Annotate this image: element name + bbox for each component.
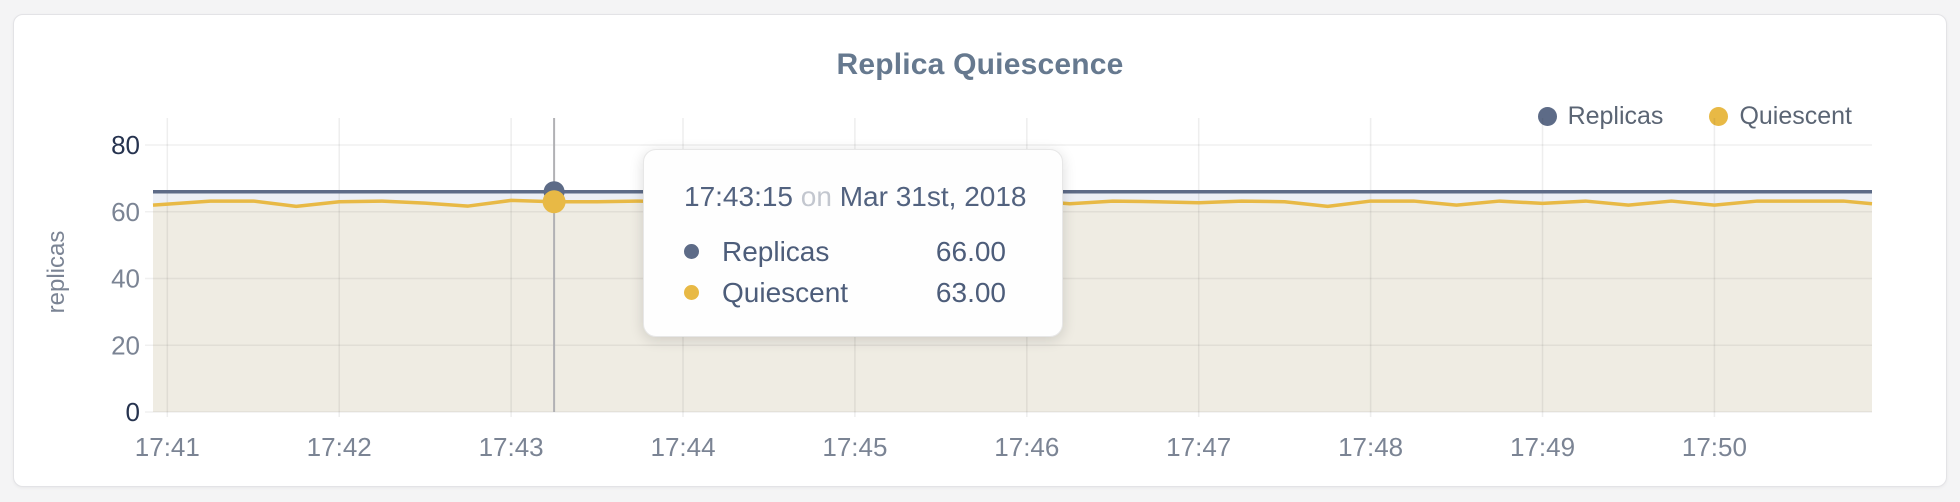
tooltip-date: Mar 31st, 2018 (839, 181, 1027, 212)
x-tick-label: 17:48 (1338, 432, 1403, 462)
replicas-dot-icon (684, 244, 699, 259)
replicas-legend-dot-icon (1537, 106, 1557, 126)
x-tick-label: 17:43 (479, 432, 544, 462)
x-tick-label: 17:47 (1166, 432, 1231, 462)
y-tick-label: 60 (111, 197, 140, 227)
y-tick-label: 80 (111, 130, 140, 160)
hover-marker-quiescent (542, 190, 566, 214)
x-tick-label: 17:42 (307, 432, 372, 462)
y-tick-label: 20 (111, 330, 140, 360)
quiescent-legend-dot-icon (1709, 106, 1729, 126)
hover-tooltip: 17:43:15 on Mar 31st, 2018 Replicas 66.0… (643, 149, 1063, 337)
tooltip-row-label: Replicas (722, 235, 830, 267)
tooltip-row-label: Quiescent (722, 276, 849, 308)
tooltip-row-value: 63.00 (935, 276, 1006, 308)
tooltip-row-replicas: Replicas 66.00 (684, 231, 1006, 272)
x-tick-label: 17:49 (1510, 432, 1575, 462)
x-tick-label: 17:50 (1682, 432, 1747, 462)
quiescent-dot-icon (684, 285, 699, 300)
x-tick-label: 17:44 (650, 432, 715, 462)
tooltip-row-quiescent: Quiescent 63.00 (684, 272, 1006, 313)
tooltip-conjunction: on (800, 181, 832, 212)
x-tick-label: 17:41 (135, 432, 200, 462)
legend: Replicas Quiescent (1537, 101, 1852, 131)
legend-label-quiescent: Quiescent (1739, 101, 1852, 130)
x-tick-label: 17:46 (994, 432, 1059, 462)
y-tick-label: 40 (111, 264, 140, 294)
chart-title: Replica Quiescence (836, 48, 1124, 81)
legend-label-replicas: Replicas (1567, 101, 1664, 130)
y-tick-label: 0 (126, 397, 140, 427)
tooltip-time: 17:43:15 (684, 181, 793, 212)
legend-item-quiescent[interactable]: Quiescent (1709, 102, 1852, 131)
tooltip-rows: Replicas 66.00 Quiescent 63.00 (684, 231, 1006, 313)
tooltip-title: 17:43:15 on Mar 31st, 2018 (684, 181, 1027, 213)
x-tick-label: 17:45 (822, 432, 887, 462)
legend-item-replicas[interactable]: Replicas (1537, 101, 1664, 131)
tooltip-row-value: 66.00 (935, 235, 1006, 267)
